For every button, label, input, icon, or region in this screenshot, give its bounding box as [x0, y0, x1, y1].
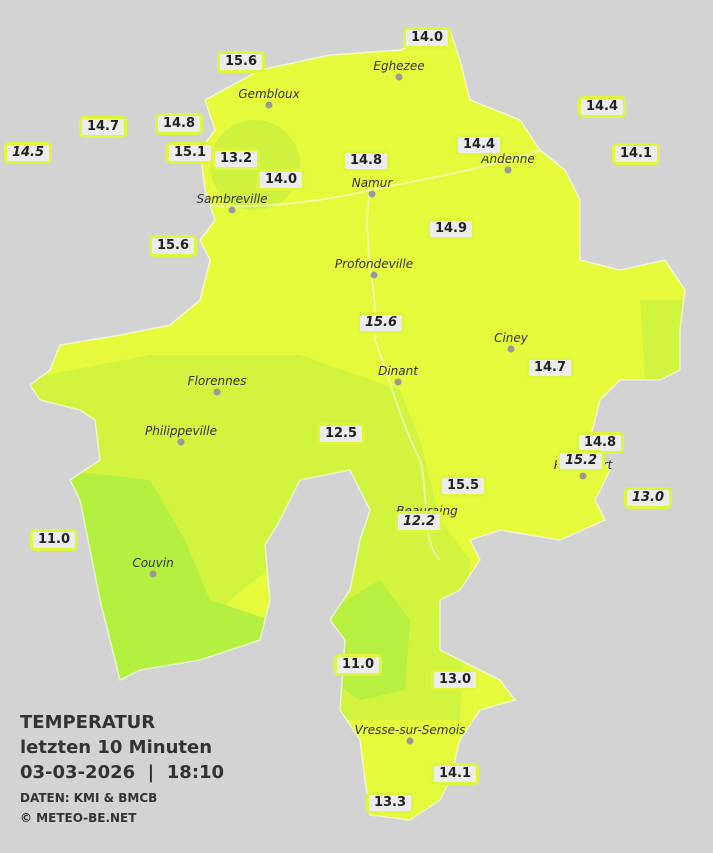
station-temperature: 15.6 — [148, 235, 198, 257]
station-temperature: 15.5 — [438, 475, 488, 497]
station-temperature: 15.1 — [165, 142, 215, 164]
city-label: Philippeville — [145, 424, 217, 438]
station-temperature: 14.7 — [78, 116, 128, 138]
station-temperature: 11.0 — [29, 529, 79, 551]
station-temperature: 14.9 — [426, 218, 476, 240]
station-temperature: 14.4 — [577, 96, 627, 118]
city-dot — [504, 166, 512, 174]
city-dot — [507, 345, 515, 353]
city-label: Gembloux — [238, 87, 300, 101]
city-dot — [394, 378, 402, 386]
city-label: Dinant — [378, 364, 418, 378]
station-temperature: 12.5 — [316, 423, 366, 445]
city-dot — [395, 73, 403, 81]
city-dot — [579, 472, 587, 480]
station-temperature: 13.0 — [623, 487, 673, 509]
station-temperature: 11.0 — [333, 654, 383, 676]
city-dot — [406, 737, 414, 745]
city-label: Eghezee — [373, 59, 425, 73]
city-label: Vresse-sur-Semois — [354, 723, 466, 737]
station-temperature: 15.2 — [556, 450, 606, 472]
city-dot — [370, 271, 378, 279]
station-temperature: 13.0 — [430, 669, 480, 691]
city-label: Sambreville — [196, 192, 268, 206]
station-temperature: 15.6 — [216, 51, 266, 73]
legend-copyright: © METEO-BE.NET — [20, 811, 137, 825]
station-temperature: 12.2 — [394, 511, 444, 533]
legend-source: DATEN: KMI & BMCB — [20, 791, 158, 805]
city-label: Namur — [351, 176, 393, 190]
legend-datetime: 03-03-2026 | 18:10 — [20, 762, 225, 783]
station-temperature: 14.5 — [3, 142, 53, 164]
city-label: Profondeville — [334, 257, 414, 271]
station-temperature: 13.3 — [365, 792, 415, 814]
station-temperature: 14.8 — [154, 113, 204, 135]
city-dot — [228, 206, 236, 214]
legend-title: TEMPERATUR — [20, 712, 156, 733]
city-dot — [265, 101, 273, 109]
station-temperature: 14.7 — [525, 357, 575, 379]
city-dot — [177, 438, 185, 446]
city-dot — [368, 190, 376, 198]
station-temperature: 14.8 — [341, 150, 391, 172]
station-temperature: 14.4 — [454, 134, 504, 156]
city-dot — [149, 570, 157, 578]
city-label: Couvin — [132, 556, 174, 570]
station-temperature: 14.0 — [256, 169, 306, 191]
station-temperature: 14.0 — [402, 27, 452, 49]
station-temperature: 15.6 — [356, 312, 406, 334]
station-temperature: 14.1 — [430, 763, 480, 785]
city-label: Ciney — [494, 331, 528, 345]
city-label: Florennes — [187, 374, 247, 388]
city-dot — [213, 388, 221, 396]
station-temperature: 13.2 — [211, 148, 261, 170]
legend-period: letzten 10 Minuten — [20, 737, 213, 758]
station-temperature: 14.1 — [611, 143, 661, 165]
